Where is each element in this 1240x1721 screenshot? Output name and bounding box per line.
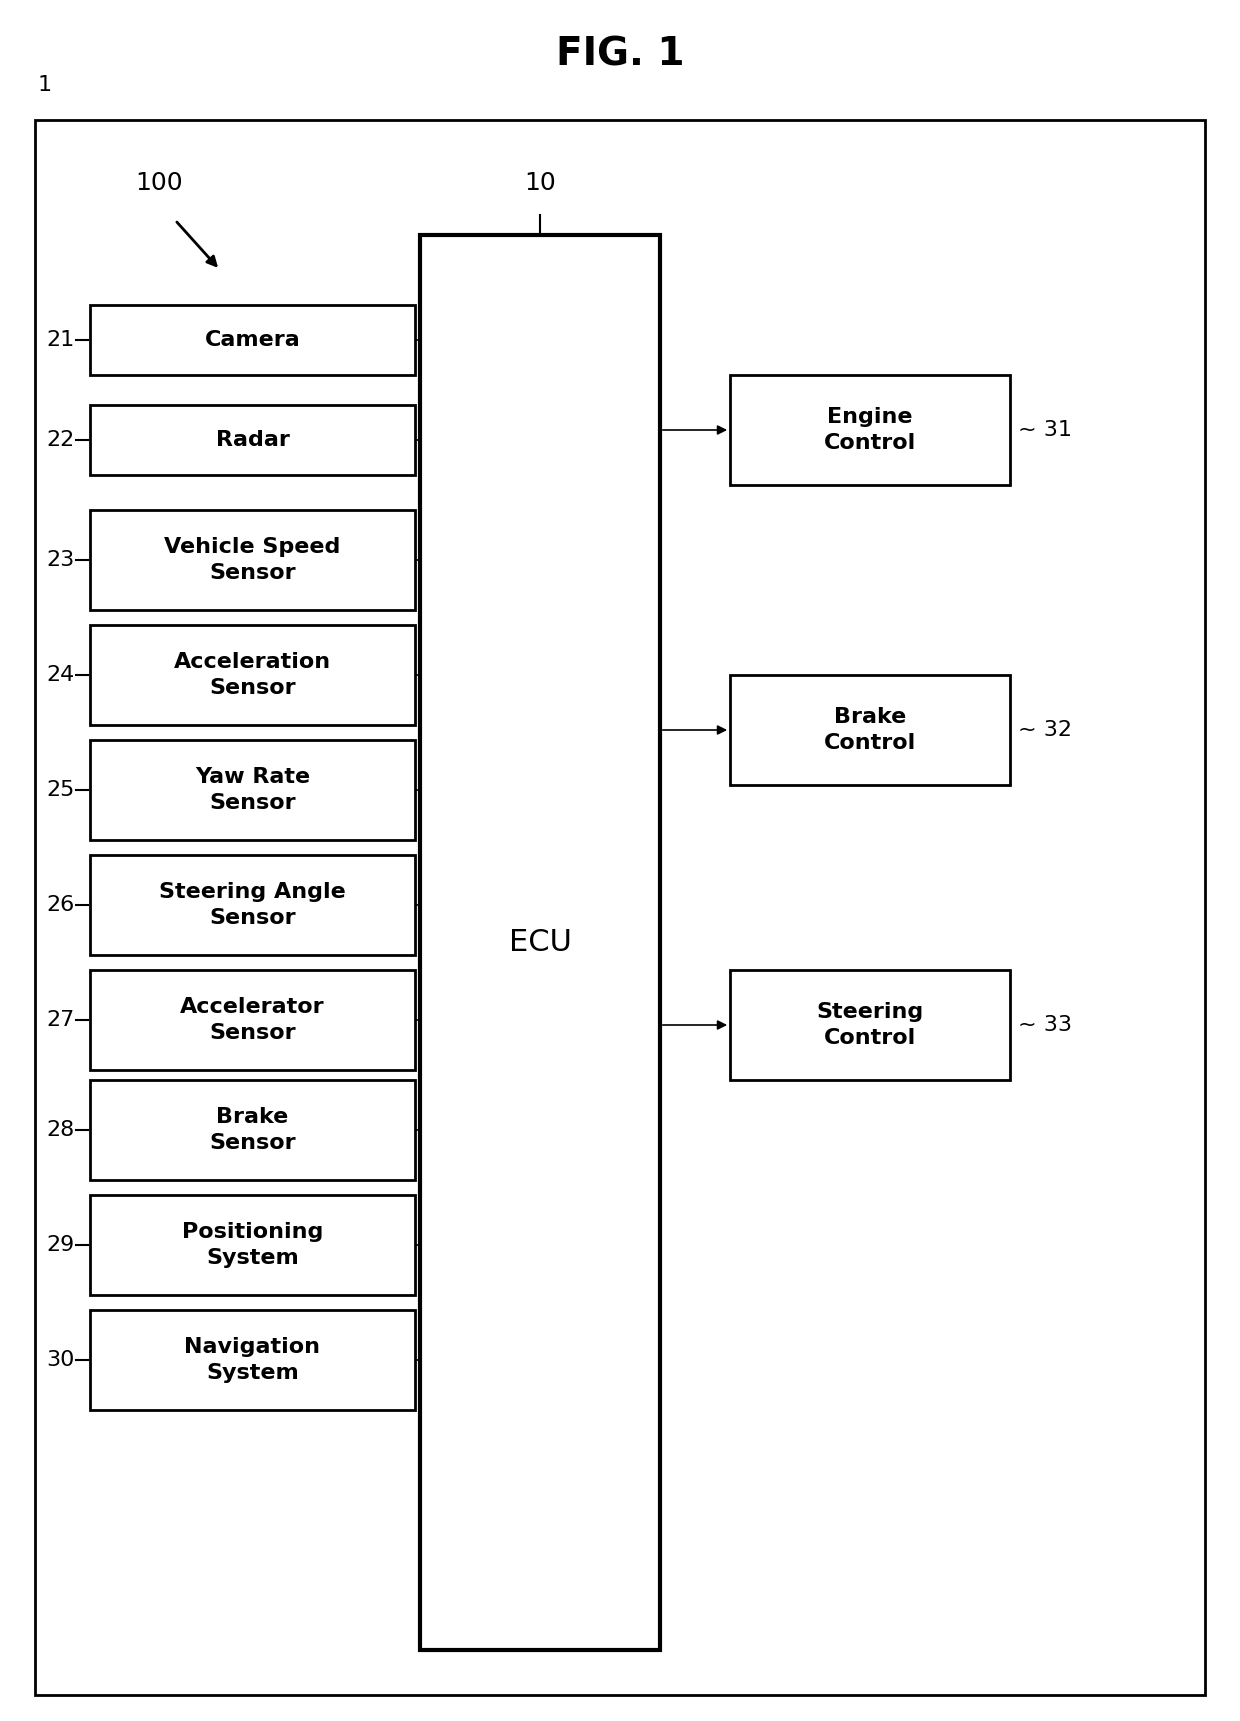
Text: 1: 1	[38, 76, 52, 95]
Text: 30: 30	[47, 1349, 74, 1370]
Text: 21: 21	[47, 330, 74, 349]
Bar	[91, 305, 415, 375]
Text: 28: 28	[47, 1120, 74, 1139]
Text: ~ 31: ~ 31	[1018, 420, 1073, 441]
Text: 23: 23	[47, 551, 74, 570]
Text: Camera: Camera	[205, 330, 300, 349]
Text: Brake
Control: Brake Control	[823, 707, 916, 754]
Text: Positioning
System: Positioning System	[182, 1222, 324, 1268]
Text: Radar: Radar	[216, 430, 289, 449]
Bar	[91, 1081, 415, 1181]
Text: 10: 10	[525, 170, 556, 194]
Text: Steering
Control: Steering Control	[816, 1002, 924, 1048]
Text: 29: 29	[47, 1236, 74, 1255]
Bar	[91, 971, 415, 1070]
Text: 25: 25	[47, 780, 74, 800]
Bar	[730, 375, 1011, 485]
Text: ~ 33: ~ 33	[1018, 1015, 1073, 1034]
Text: Accelerator
Sensor: Accelerator Sensor	[180, 996, 325, 1043]
Bar	[91, 855, 415, 955]
Text: Steering Angle
Sensor: Steering Angle Sensor	[159, 881, 346, 928]
Text: 27: 27	[47, 1010, 74, 1029]
Bar	[91, 740, 415, 840]
Text: 22: 22	[47, 430, 74, 449]
Text: FIG. 1: FIG. 1	[556, 36, 684, 74]
Text: Brake
Sensor: Brake Sensor	[210, 1107, 296, 1153]
Text: Yaw Rate
Sensor: Yaw Rate Sensor	[195, 768, 310, 814]
Text: Acceleration
Sensor: Acceleration Sensor	[174, 652, 331, 699]
Text: ~ 32: ~ 32	[1018, 719, 1073, 740]
Text: 100: 100	[135, 170, 182, 194]
Bar	[91, 509, 415, 609]
Text: Navigation
System: Navigation System	[185, 1337, 320, 1384]
Text: Engine
Control: Engine Control	[823, 406, 916, 453]
Bar	[730, 675, 1011, 785]
Text: Vehicle Speed
Sensor: Vehicle Speed Sensor	[165, 537, 341, 583]
Bar	[91, 625, 415, 725]
Text: 24: 24	[47, 664, 74, 685]
Text: 26: 26	[47, 895, 74, 916]
Text: ECU: ECU	[508, 928, 572, 957]
Bar	[420, 236, 660, 1650]
Bar	[91, 1310, 415, 1409]
Bar	[91, 404, 415, 475]
Bar	[730, 971, 1011, 1081]
Bar	[91, 1194, 415, 1294]
